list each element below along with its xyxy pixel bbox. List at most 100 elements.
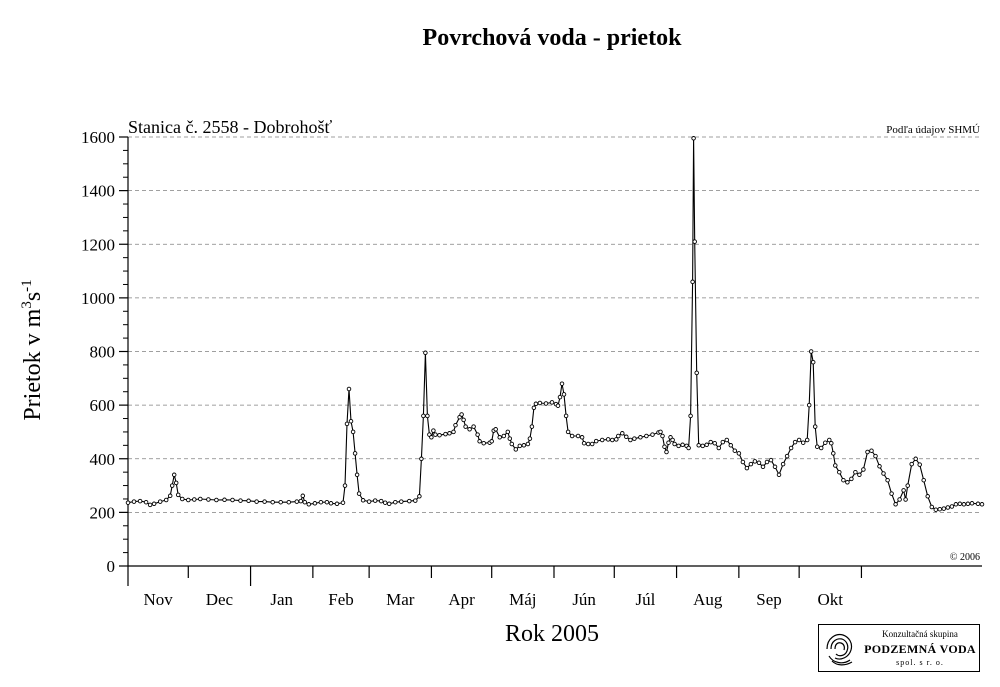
data-point — [628, 437, 633, 443]
data-point — [945, 505, 951, 510]
data-point — [214, 497, 219, 503]
y-tick-label: 800 — [90, 343, 116, 362]
data-point — [969, 501, 975, 506]
data-point — [833, 463, 838, 468]
data-point — [740, 459, 746, 465]
data-point — [593, 438, 599, 444]
data-point — [561, 392, 567, 397]
y-tick-label: 600 — [90, 396, 116, 415]
data-point — [447, 431, 452, 436]
data-point — [575, 433, 581, 439]
data-point — [481, 440, 486, 446]
data-point — [827, 437, 832, 443]
data-point — [559, 381, 565, 386]
data-point — [557, 394, 563, 400]
data-point — [823, 440, 828, 445]
y-tick-label: 1200 — [81, 235, 115, 254]
data-point — [312, 501, 318, 506]
data-point — [360, 498, 366, 503]
data-point — [937, 506, 943, 512]
data-point — [691, 136, 696, 141]
data-point — [957, 501, 963, 507]
data-point — [760, 464, 766, 470]
copyright-note: © 2006 — [950, 552, 980, 563]
y-tick-label: 1000 — [81, 289, 115, 308]
data-point — [897, 497, 902, 502]
data-point — [318, 499, 324, 505]
data-point — [342, 483, 348, 488]
data-point — [147, 502, 153, 508]
data-point — [531, 405, 537, 411]
data-point — [933, 507, 939, 512]
data-point — [222, 497, 227, 503]
data-point — [917, 462, 922, 467]
data-point — [845, 480, 850, 485]
y-ticks: 0 200 400 600 800 1000 1200 1400 1600 — [81, 128, 128, 576]
data-point — [979, 502, 985, 507]
data-point — [366, 499, 372, 504]
data-point — [704, 442, 709, 448]
data-point — [865, 449, 870, 455]
data-point — [732, 448, 738, 453]
data-point — [328, 501, 334, 506]
data-point — [525, 441, 531, 447]
data-point — [425, 413, 430, 419]
data-point — [443, 431, 448, 437]
data-point — [569, 433, 575, 439]
data-point — [905, 483, 910, 488]
data-point — [517, 443, 523, 449]
logo-main-text: PODZEMNÁ VODA — [864, 642, 976, 656]
data-point — [589, 441, 595, 447]
data-point — [513, 447, 519, 452]
data-point — [658, 429, 663, 435]
data-point — [206, 497, 211, 502]
series-layer — [125, 136, 985, 512]
data-point — [501, 433, 507, 439]
data-point — [254, 499, 259, 504]
data-point — [169, 483, 175, 488]
x-tick-label: Jan — [270, 590, 293, 609]
data-point — [298, 498, 304, 504]
data-point — [837, 469, 842, 475]
data-point — [157, 499, 163, 504]
data-point — [356, 491, 362, 496]
data-point — [393, 499, 398, 505]
data-point — [780, 461, 786, 467]
data-point — [421, 413, 426, 419]
x-tick-label: Okt — [818, 590, 844, 609]
data-point — [509, 441, 515, 447]
data-point — [431, 428, 436, 433]
x-axis-label: Rok 2005 — [505, 621, 599, 647]
data-point — [413, 498, 418, 503]
data-point — [451, 429, 456, 435]
data-point — [810, 359, 816, 365]
data-point — [660, 433, 665, 439]
gridlines — [128, 136, 982, 513]
series-line — [127, 138, 983, 511]
x-tick-label: Nov — [144, 590, 174, 609]
data-point — [800, 440, 806, 445]
data-point — [543, 401, 549, 406]
data-point — [696, 443, 701, 448]
chart-title: Povrchová voda - prietok — [423, 25, 683, 51]
data-point — [549, 400, 555, 405]
data-point — [929, 504, 935, 510]
data-point — [632, 436, 637, 441]
data-point — [953, 502, 959, 507]
data-point — [163, 497, 169, 503]
data-point — [459, 412, 464, 417]
data-point — [302, 499, 308, 505]
x-tick-label: Máj — [509, 590, 536, 609]
data-point — [497, 435, 502, 440]
data-point — [620, 431, 625, 436]
data-point — [143, 499, 149, 505]
x-tick-label: Apr — [448, 590, 475, 609]
data-point — [670, 437, 675, 443]
data-point — [614, 437, 619, 442]
data-point — [638, 435, 643, 440]
data-point — [909, 461, 914, 467]
data-point — [610, 437, 615, 443]
data-point — [680, 442, 685, 448]
data-point — [672, 441, 677, 447]
data-point — [378, 498, 384, 504]
